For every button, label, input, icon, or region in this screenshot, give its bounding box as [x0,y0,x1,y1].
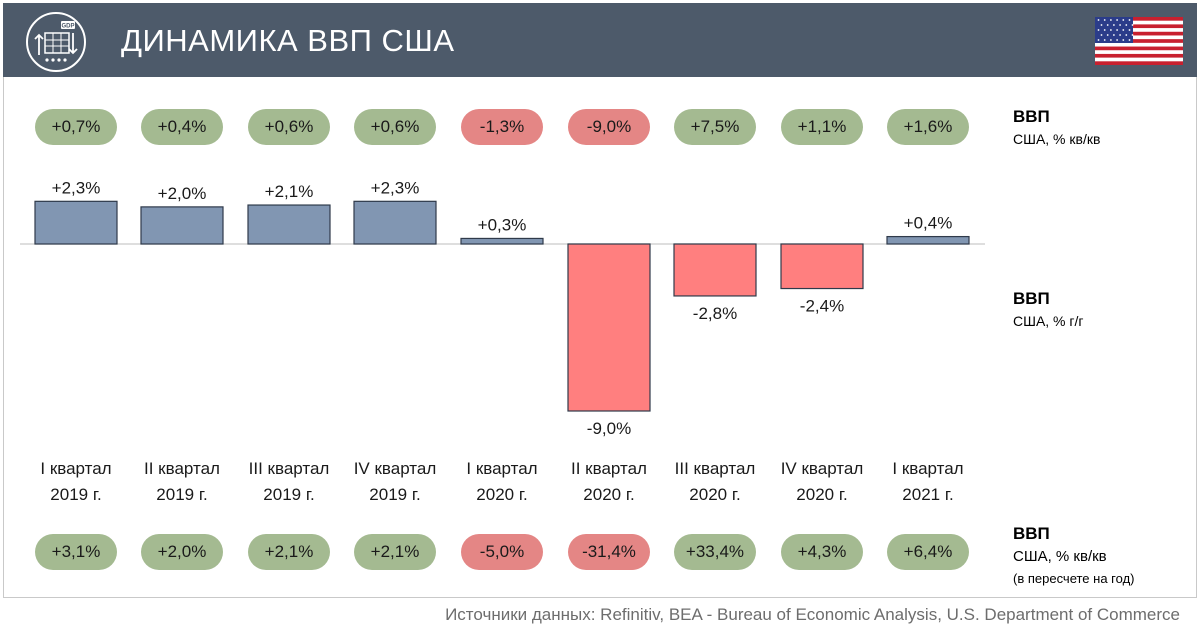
quarter-name: III квартал [674,459,756,478]
qoq-pill-4: +0,6% [354,109,436,145]
quarter-year: 2020 г. [476,485,528,504]
annualized-pill-5: -5,0% [461,534,543,570]
quarter-label-4: IV квартал 2019 г. [340,456,450,508]
page-title: ДИНАМИКА ВВП США [121,23,455,58]
quarter-label-6: II квартал 2020 г. [554,456,664,508]
bar-value-label-2: +2,0% [158,184,207,203]
bottom-row-subtitle: США, % кв/кв [1013,548,1107,565]
bar-5 [460,237,544,245]
annualized-pill-1: +3,1% [35,534,117,570]
quarter-label-8: IV квартал 2020 г. [767,456,877,508]
usa-flag-icon [1095,17,1183,65]
annualized-pill-8: +4,3% [781,534,863,570]
quarter-year: 2019 г. [369,485,421,504]
qoq-pill-6: -9,0% [568,109,650,145]
bar-4 [353,200,437,245]
bar-3 [247,204,331,245]
qoq-pill-5: -1,3% [461,109,543,145]
annualized-pill-3: +2,1% [248,534,330,570]
quarter-label-7: III квартал 2020 г. [660,456,770,508]
bar-value-label-9: +0,4% [904,214,953,233]
qoq-pill-7: +7,5% [674,109,756,145]
bar-value-label-6: -9,0% [587,419,631,438]
quarter-label-2: II квартал 2019 г. [127,456,237,508]
gdp-growth-icon: GDP [26,12,86,72]
qoq-pill-9: +1,6% [887,109,969,145]
qoq-pill-2: +0,4% [141,109,223,145]
bottom-row-note: (в пересчете на год) [1013,571,1135,586]
bar-9 [886,235,970,245]
logo-text: GDP [61,24,74,30]
quarter-name: III квартал [248,459,330,478]
bar-value-label-7: -2,8% [693,304,737,323]
quarter-year: 2019 г. [50,485,102,504]
top-row-title: ВВП [1013,107,1050,126]
quarter-name: I квартал [892,459,964,478]
qoq-pill-8: +1,1% [781,109,863,145]
qoq-pill-3: +0,6% [248,109,330,145]
bar-value-label-4: +2,3% [371,178,420,197]
quarter-year: 2020 г. [689,485,741,504]
quarter-name: II квартал [571,459,647,478]
middle-row-title: ВВП [1013,289,1050,308]
quarter-label-9: I квартал 2021 г. [873,456,983,508]
bottom-row-title: ВВП [1013,524,1050,543]
source-note: Источники данных: Refinitiv, BEA - Burea… [445,605,1180,624]
bar-1 [34,200,118,245]
top-row-subtitle: США, % кв/кв [1013,131,1101,147]
quarter-label-5: I квартал 2020 г. [447,456,557,508]
annualized-pill-9: +6,4% [887,534,969,570]
bar-value-label-8: -2,4% [800,297,844,316]
quarter-name: II квартал [144,459,220,478]
bar-6 [567,243,651,412]
middle-row-subtitle: США, % г/г [1013,313,1084,329]
quarter-label-1: I квартал 2019 г. [21,456,131,508]
quarter-year: 2021 г. [902,485,954,504]
bar-7 [673,243,757,297]
quarter-name: IV квартал [780,459,864,478]
quarter-year: 2020 г. [796,485,848,504]
quarter-year: 2019 г. [156,485,208,504]
qoq-pill-1: +0,7% [35,109,117,145]
bar-value-label-1: +2,3% [52,178,101,197]
annualized-pill-6: -31,4% [568,534,650,570]
quarter-year: 2020 г. [583,485,635,504]
bar-value-label-5: +0,3% [478,215,527,234]
quarter-name: IV квартал [353,459,437,478]
quarter-name: I квартал [40,459,112,478]
annualized-pill-4: +2,1% [354,534,436,570]
quarter-label-3: III квартал 2019 г. [234,456,344,508]
bar-value-label-3: +2,1% [265,182,314,201]
annualized-pill-7: +33,4% [674,534,756,570]
annualized-pill-2: +2,0% [141,534,223,570]
bar-2 [140,206,224,245]
header-bar: GDP ДИНАМИКА ВВП США [3,3,1197,77]
bar-8 [780,243,864,290]
quarter-name: I квартал [466,459,538,478]
quarter-year: 2019 г. [263,485,315,504]
content-frame [3,77,1197,598]
